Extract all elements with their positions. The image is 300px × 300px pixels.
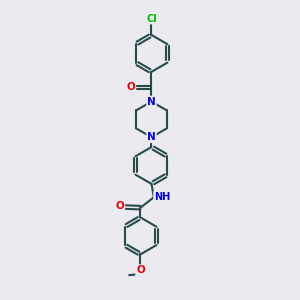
Text: Cl: Cl [147,14,158,24]
Text: NH: NH [154,192,170,202]
Text: N: N [147,132,156,142]
Text: N: N [147,97,156,106]
Text: O: O [116,201,124,211]
Text: O: O [127,82,135,92]
Text: O: O [136,265,145,275]
